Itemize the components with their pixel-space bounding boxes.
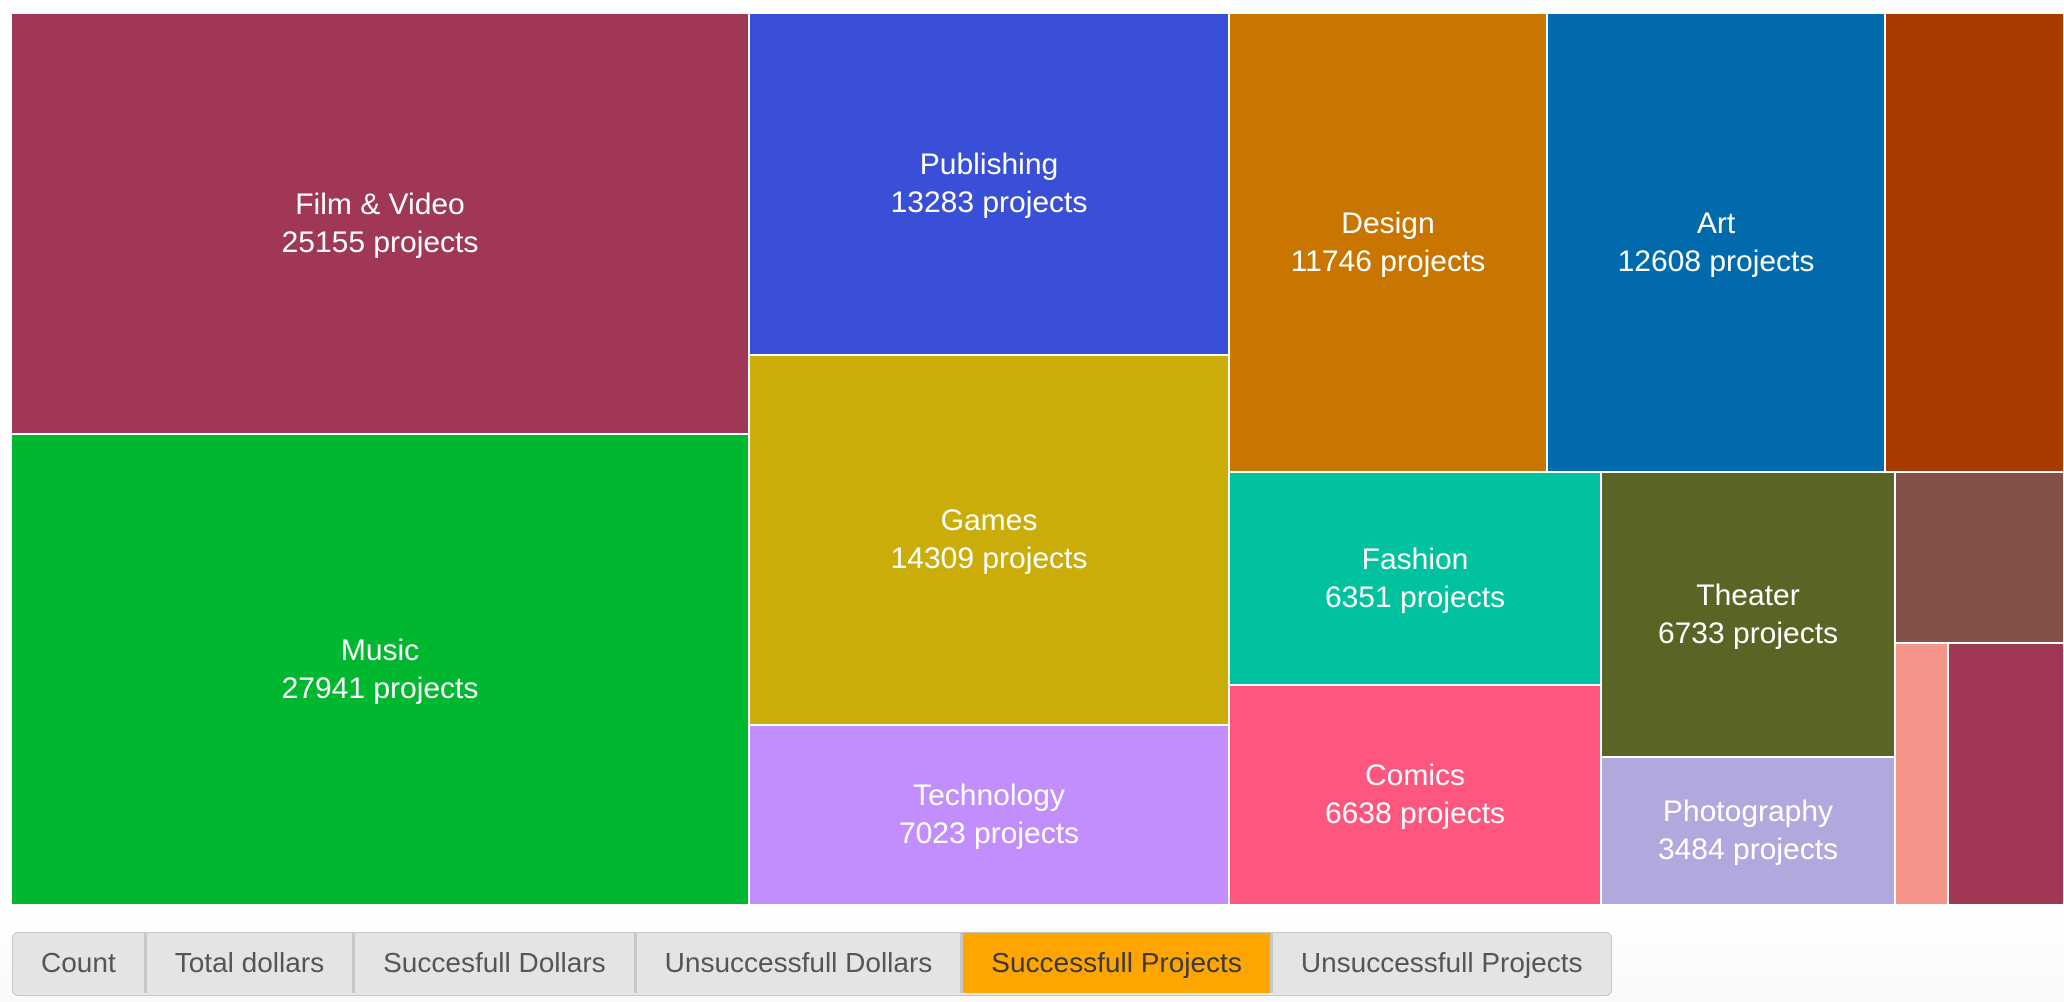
treemap-cell-design[interactable]: Design 11746 projects bbox=[1229, 13, 1547, 472]
total-dollars-button[interactable]: Total dollars bbox=[146, 933, 356, 993]
category-value: 7023 projects bbox=[898, 817, 1080, 850]
treemap-cell-fashion[interactable]: Fashion 6351 projects bbox=[1229, 472, 1601, 685]
treemap-cell-label: Comics 6638 projects bbox=[1325, 757, 1505, 833]
treemap-cell-unlabeled[interactable] bbox=[1948, 643, 2064, 905]
category-name: Film & Video bbox=[295, 187, 465, 221]
treemap-cell-label: Photography 3484 projects bbox=[1658, 793, 1838, 869]
category-value: 3484 projects bbox=[1657, 833, 1839, 866]
treemap-cell-label: Technology 7023 projects bbox=[899, 777, 1079, 853]
treemap-cell-theater[interactable]: Theater 6733 projects bbox=[1601, 472, 1895, 757]
unsuccessful-dollars-button[interactable]: Unsuccessfull Dollars bbox=[636, 933, 964, 993]
treemap-cell-photography[interactable]: Photography 3484 projects bbox=[1601, 757, 1895, 905]
category-name: Music bbox=[340, 633, 420, 667]
treemap-chart: Film & Video 25155 projects Music 27941 pro… bbox=[11, 13, 2064, 905]
treemap-cell-art[interactable]: Art 12608 projects bbox=[1547, 13, 1885, 472]
category-name: Comics bbox=[1364, 759, 1465, 792]
category-name: Photography bbox=[1662, 795, 1834, 828]
treemap-cell-unlabeled[interactable] bbox=[1895, 472, 2064, 643]
treemap-cell-label: Music 27941 projects bbox=[282, 632, 479, 708]
category-value: 6351 projects bbox=[1324, 580, 1506, 614]
treemap-cell-games[interactable]: Games 14309 projects bbox=[749, 355, 1229, 725]
successful-dollars-button[interactable]: Succesfull Dollars bbox=[355, 933, 637, 993]
category-value: 6733 projects bbox=[1657, 616, 1839, 650]
treemap-cell-label: Fashion 6351 projects bbox=[1325, 541, 1505, 617]
treemap-cell-label: Theater 6733 projects bbox=[1658, 577, 1838, 653]
treemap-cell-label: Film & Video 25155 projects bbox=[282, 186, 479, 262]
treemap-cell-label: Games 14309 projects bbox=[891, 502, 1088, 578]
successful-projects-button[interactable]: Successfull Projects bbox=[963, 933, 1273, 993]
treemap-cell-film-video[interactable]: Film & Video 25155 projects bbox=[11, 13, 749, 434]
category-value: 6638 projects bbox=[1324, 797, 1506, 830]
treemap-cell-music[interactable]: Music 27941 projects bbox=[11, 434, 749, 905]
category-name: Publishing bbox=[919, 148, 1059, 181]
treemap-cell-technology[interactable]: Technology 7023 projects bbox=[749, 725, 1229, 905]
treemap-cell-publishing[interactable]: Publishing 13283 projects bbox=[749, 13, 1229, 355]
category-name: Design bbox=[1341, 206, 1435, 240]
treemap-cell-label: Art 12608 projects bbox=[1618, 205, 1815, 281]
category-value: 14309 projects bbox=[890, 542, 1088, 575]
category-name: Technology bbox=[913, 779, 1065, 812]
category-name: Art bbox=[1696, 206, 1736, 240]
treemap-cell-unlabeled[interactable] bbox=[1885, 13, 2064, 472]
treemap-cell-label: Publishing 13283 projects bbox=[891, 146, 1088, 222]
category-value: 12608 projects bbox=[1617, 244, 1815, 278]
category-name: Games bbox=[940, 504, 1038, 537]
category-name: Theater bbox=[1696, 578, 1800, 612]
treemap-cell-comics[interactable]: Comics 6638 projects bbox=[1229, 685, 1601, 905]
treemap-cell-unlabeled[interactable] bbox=[1895, 643, 1948, 905]
category-value: 11746 projects bbox=[1290, 244, 1486, 278]
category-name: Fashion bbox=[1361, 542, 1469, 576]
treemap-cell-label: Design 11746 projects bbox=[1291, 205, 1486, 281]
category-value: 25155 projects bbox=[281, 225, 479, 259]
metric-button-group: Count Total dollars Succesfull Dollars Unsu… bbox=[12, 932, 1612, 996]
category-value: 13283 projects bbox=[890, 186, 1088, 219]
unsuccessful-projects-button[interactable]: Unsuccessfull Projects bbox=[1272, 933, 1611, 993]
category-value: 27941 projects bbox=[281, 671, 479, 705]
count-button[interactable]: Count bbox=[13, 933, 147, 993]
